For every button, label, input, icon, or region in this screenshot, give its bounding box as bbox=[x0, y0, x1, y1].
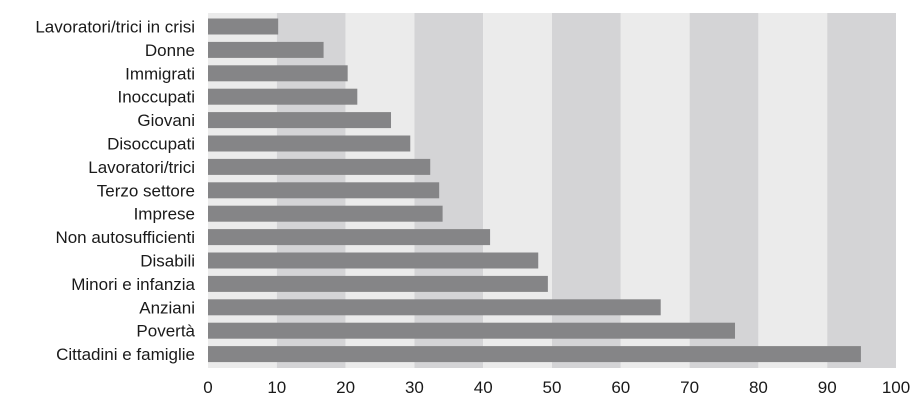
x-tick-label: 60 bbox=[611, 378, 630, 397]
bar bbox=[208, 65, 348, 82]
bar bbox=[208, 158, 431, 175]
bar bbox=[208, 299, 661, 316]
category-label: Giovani bbox=[137, 111, 195, 130]
category-label: Povertà bbox=[136, 322, 195, 341]
grid-band bbox=[827, 13, 896, 368]
category-label: Cittadini e famiglie bbox=[56, 345, 195, 364]
category-label: Lavoratori/trici in crisi bbox=[35, 18, 195, 37]
x-tick-label: 90 bbox=[818, 378, 837, 397]
category-label: Donne bbox=[145, 41, 195, 60]
bar bbox=[208, 346, 861, 363]
category-label: Terzo settore bbox=[97, 181, 195, 200]
bar bbox=[208, 112, 392, 129]
category-label: Lavoratori/trici bbox=[88, 158, 195, 177]
bar bbox=[208, 182, 440, 199]
bars-group bbox=[208, 18, 861, 363]
category-label: Minori e infanzia bbox=[71, 275, 195, 294]
grid-band bbox=[689, 13, 759, 368]
x-tick-label: 40 bbox=[474, 378, 493, 397]
category-label: Immigrati bbox=[125, 64, 195, 83]
category-label: Disabili bbox=[140, 252, 195, 271]
x-tick-label: 70 bbox=[680, 378, 699, 397]
bar bbox=[208, 18, 279, 35]
bar bbox=[208, 41, 324, 58]
category-labels: Lavoratori/trici in crisi Donne Immigrati I… bbox=[35, 18, 195, 365]
x-tick-label: 10 bbox=[267, 378, 286, 397]
x-tick-label: 80 bbox=[749, 378, 768, 397]
category-label: Disoccupati bbox=[107, 135, 195, 154]
bar bbox=[208, 205, 443, 222]
category-label: Inoccupati bbox=[118, 88, 196, 107]
grid-band bbox=[758, 13, 828, 368]
x-tick-labels: 0 10 20 30 40 50 60 70 80 90 100 bbox=[203, 378, 910, 397]
category-label: Anziani bbox=[139, 298, 195, 317]
x-tick-label: 30 bbox=[405, 378, 424, 397]
x-tick-label: 0 bbox=[203, 378, 212, 397]
bar bbox=[208, 229, 491, 246]
bar bbox=[208, 275, 548, 292]
x-tick-label: 20 bbox=[336, 378, 355, 397]
category-label: Non autosufficienti bbox=[55, 228, 195, 247]
bar bbox=[208, 322, 736, 339]
bar bbox=[208, 252, 539, 269]
bar bbox=[208, 135, 411, 152]
category-label: Imprese bbox=[134, 205, 195, 224]
bar bbox=[208, 88, 358, 105]
x-tick-label: 100 bbox=[882, 378, 910, 397]
x-tick-label: 50 bbox=[543, 378, 562, 397]
